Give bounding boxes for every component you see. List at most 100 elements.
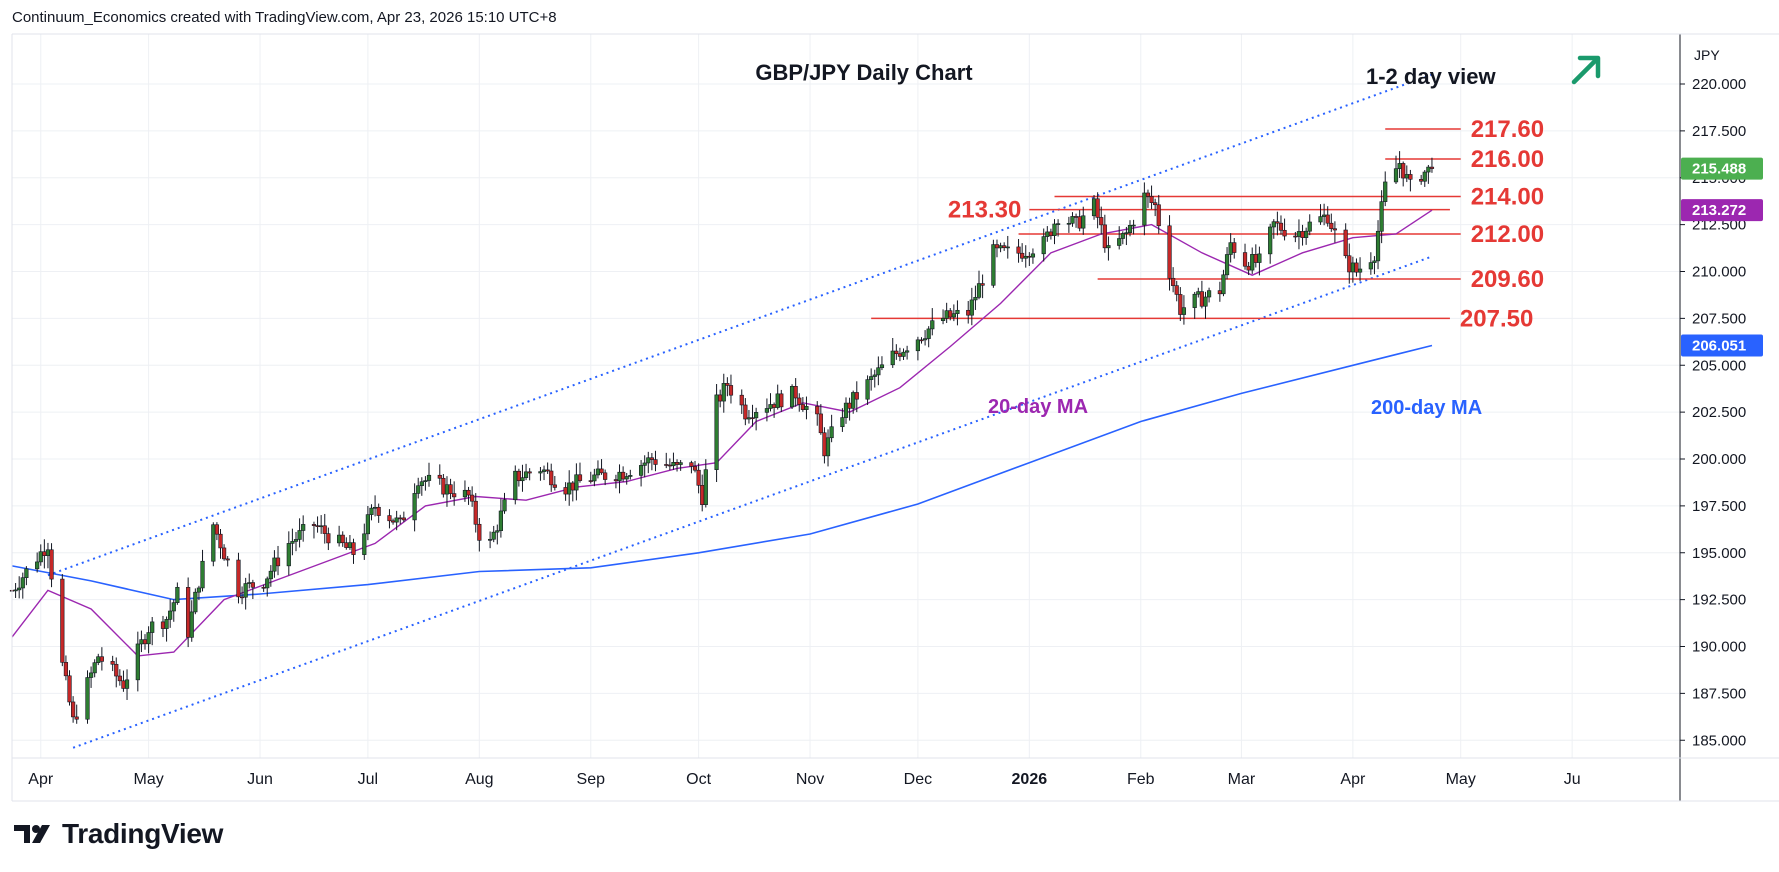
candle — [588, 471, 593, 484]
candle — [243, 577, 248, 610]
y-tick-label: 210.000 — [1692, 264, 1746, 281]
candle — [1429, 157, 1435, 173]
candle-body — [160, 621, 166, 629]
candle-body — [124, 679, 130, 689]
candle — [211, 522, 216, 567]
candle — [1005, 235, 1010, 259]
candle — [1124, 226, 1129, 246]
candle — [200, 549, 205, 592]
candle — [955, 300, 960, 326]
x-tick-label: Aug — [465, 771, 493, 788]
candle — [930, 308, 935, 336]
y-tick-label: 200.000 — [1692, 451, 1746, 468]
candle — [175, 582, 180, 605]
tradingview-logo[interactable]: TradingView — [14, 818, 223, 850]
candle — [922, 330, 928, 346]
candle-body — [462, 489, 468, 498]
candle-body — [563, 487, 568, 495]
trend-channel — [47, 73, 1433, 749]
candle — [969, 287, 974, 326]
candle — [1142, 182, 1147, 236]
candle-body — [146, 632, 151, 645]
candle-body — [541, 469, 547, 472]
view-label: 1-2 day view — [1366, 64, 1497, 89]
candle — [347, 534, 353, 550]
candle-body — [1357, 268, 1363, 273]
candle — [1257, 246, 1262, 276]
candle-body — [1027, 255, 1032, 258]
candle — [822, 427, 827, 464]
candle-body — [1383, 181, 1388, 202]
candle — [1375, 220, 1381, 270]
candle — [876, 356, 881, 386]
candle-body — [940, 318, 946, 321]
candle-body — [714, 394, 719, 470]
candle — [617, 464, 622, 494]
candle — [171, 599, 176, 622]
candle-body — [272, 557, 277, 572]
candle — [322, 513, 327, 544]
candle-body — [1228, 242, 1233, 255]
candle — [196, 585, 202, 601]
candle-body — [901, 351, 906, 357]
candle — [725, 377, 730, 397]
candle — [1020, 243, 1025, 262]
candle — [221, 544, 227, 561]
candle — [545, 462, 550, 474]
channel-lower-line — [72, 255, 1433, 749]
candle — [818, 404, 823, 435]
candle-body — [926, 328, 931, 339]
candle — [1224, 247, 1230, 280]
candle-body — [538, 471, 543, 474]
candle — [1217, 281, 1222, 302]
candle-body — [919, 339, 924, 342]
candle-body — [646, 457, 651, 464]
candle-body — [1145, 192, 1151, 197]
candle-body — [1343, 229, 1348, 257]
candle-body — [577, 474, 583, 481]
candle — [351, 538, 356, 564]
candle-body — [1354, 262, 1359, 273]
candle — [498, 498, 503, 538]
candle-body — [746, 417, 752, 420]
candle-body — [779, 393, 784, 408]
candle — [577, 462, 583, 483]
candle — [739, 389, 744, 414]
candle-body — [268, 570, 273, 580]
candle — [872, 369, 877, 388]
candle-body — [603, 472, 608, 480]
candle — [664, 452, 669, 469]
candle-body — [1325, 214, 1330, 224]
candle-body — [1242, 252, 1248, 267]
candle-body — [1307, 221, 1312, 232]
x-tick-label: May — [133, 771, 163, 788]
candle — [142, 634, 148, 650]
candle-body — [973, 297, 978, 301]
candle-body — [876, 367, 881, 376]
candle — [678, 460, 683, 471]
candle — [49, 543, 54, 588]
candle — [247, 573, 252, 589]
candle-body — [653, 459, 658, 465]
candle-body — [1045, 231, 1050, 237]
candle-body — [293, 539, 299, 542]
x-tick-label: Jun — [247, 771, 273, 788]
candle — [750, 404, 755, 427]
candle-body — [552, 484, 557, 488]
candle-body — [99, 656, 104, 662]
candle-body — [1300, 231, 1305, 238]
candle-body — [340, 534, 345, 544]
candle-body — [570, 482, 575, 491]
candle — [840, 408, 845, 432]
candle — [894, 344, 899, 360]
candle — [538, 466, 543, 481]
candle-body — [1178, 294, 1183, 315]
candle — [340, 531, 345, 547]
candle — [225, 556, 230, 567]
candle-body — [452, 493, 457, 498]
candle — [311, 521, 317, 539]
candle — [452, 481, 457, 506]
candle-body — [567, 482, 572, 495]
candle — [1199, 280, 1204, 309]
